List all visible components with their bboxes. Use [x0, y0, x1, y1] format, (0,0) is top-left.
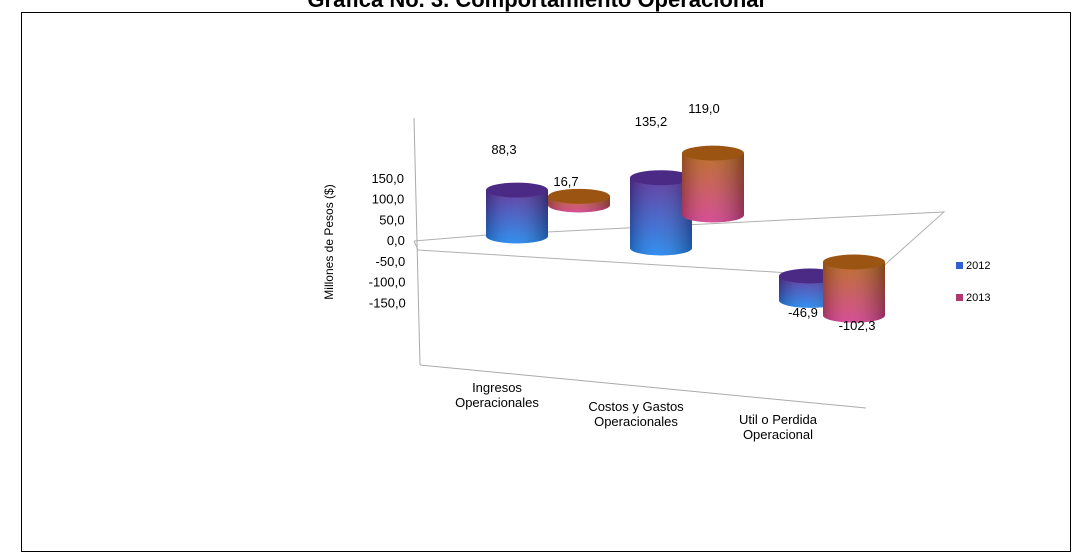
- y-tick-label: -100,0: [369, 275, 406, 290]
- bar-top: [486, 182, 548, 198]
- data-label-2013: 16,7: [553, 174, 578, 189]
- zero-floor-plane: [413, 211, 946, 279]
- y-tick-label: 150,0: [371, 171, 404, 186]
- chart-frame: [21, 12, 1071, 552]
- x-category-label: Util o Perdida Operacional: [739, 412, 818, 442]
- legend-label-2013: 2013: [966, 292, 990, 304]
- x-category-label: Ingresos Operacionales: [455, 380, 539, 410]
- bar-shading: [823, 262, 885, 323]
- data-label-2013: -102,3: [839, 318, 876, 333]
- y-tick-label: 100,0: [372, 192, 405, 207]
- legend-swatch-2012: [956, 262, 963, 269]
- y-tick-label: -50,0: [376, 254, 406, 269]
- bar-2013-0: [548, 188, 610, 213]
- y-axis-title: Millones de Pesos ($): [322, 184, 336, 299]
- bar-top: [682, 145, 744, 161]
- y-tick-label: 0,0: [387, 233, 405, 248]
- chart-title: Grafica No. 3. Comportamiento Operaciona…: [0, 0, 1072, 12]
- bar-top: [630, 170, 692, 186]
- bar-2012-1: [630, 170, 692, 256]
- bar-shading: [630, 177, 692, 256]
- bar-2012-0: [486, 182, 548, 244]
- legend-label-2012: 2012: [966, 260, 990, 272]
- bar-shading: [682, 153, 744, 223]
- legend-swatch-2013: [956, 294, 963, 301]
- bar-2013-1: [682, 145, 744, 223]
- data-label-2012: 88,3: [491, 142, 516, 157]
- x-category-label: Costos y Gastos Operacionales: [588, 399, 684, 429]
- bar-top: [548, 188, 610, 204]
- y-tick-label: 50,0: [379, 212, 404, 227]
- data-label-2013: 119,0: [688, 101, 720, 116]
- bar-top: [823, 254, 885, 270]
- data-label-2012: 135,2: [635, 114, 668, 129]
- y-tick-label: -150,0: [369, 295, 406, 310]
- bar-2013-2: [823, 254, 885, 323]
- data-label-2012: -46,9: [788, 305, 818, 320]
- x-axis-line: [419, 364, 867, 409]
- bar-shading: [486, 190, 548, 244]
- y-axis-line: [413, 117, 421, 366]
